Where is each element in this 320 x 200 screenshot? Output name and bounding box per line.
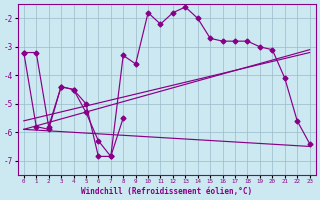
X-axis label: Windchill (Refroidissement éolien,°C): Windchill (Refroidissement éolien,°C) xyxy=(81,187,252,196)
